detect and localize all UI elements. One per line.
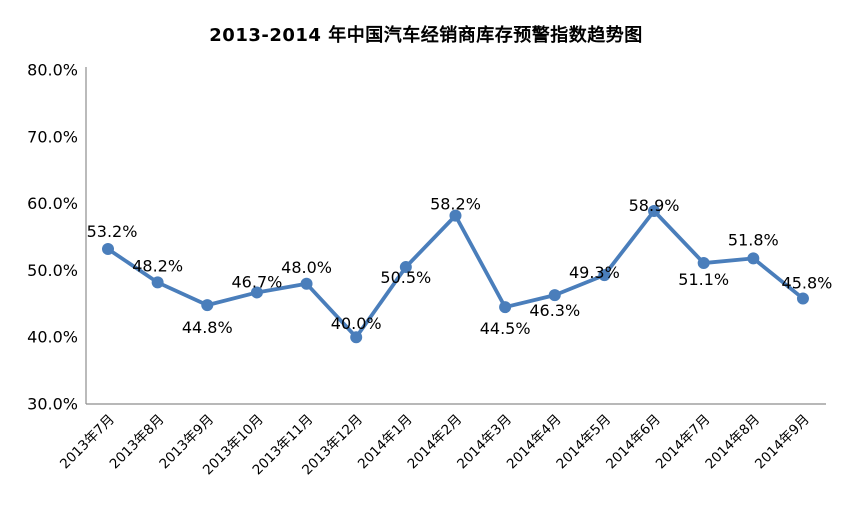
data-label: 46.3%	[529, 301, 580, 320]
data-point	[151, 276, 164, 289]
data-point	[648, 204, 661, 217]
x-axis-tick-label: 2014年9月	[752, 412, 813, 473]
y-axis-tick-label: 70.0%	[27, 127, 78, 146]
data-point	[250, 286, 263, 299]
y-axis-tick-label: 80.0%	[27, 61, 78, 80]
data-label: 53.2%	[87, 222, 138, 241]
data-label: 44.8%	[182, 318, 233, 337]
data-point	[548, 289, 561, 302]
data-label: 50.5%	[380, 268, 431, 287]
data-label: 58.2%	[430, 195, 481, 214]
data-label: 45.8%	[782, 273, 833, 292]
data-label: 44.5%	[480, 319, 531, 338]
data-point	[747, 252, 760, 265]
chart-title: 2013-2014 年中国汽车经销商库存预警指数趋势图	[209, 25, 643, 46]
data-label: 51.1%	[678, 270, 729, 289]
data-label: 48.0%	[281, 258, 332, 277]
data-point	[598, 269, 611, 282]
data-point	[796, 292, 809, 305]
data-label: 51.8%	[728, 230, 779, 249]
data-point	[499, 301, 512, 314]
data-point	[399, 261, 412, 274]
data-label: 40.0%	[331, 314, 382, 333]
y-axis-tick-label: 60.0%	[27, 194, 78, 213]
data-point	[350, 331, 363, 344]
data-point	[449, 209, 462, 222]
data-point	[697, 257, 710, 270]
data-label: 49.3%	[569, 263, 620, 282]
y-axis-tick-label: 50.0%	[27, 261, 78, 280]
y-axis-tick-label: 40.0%	[27, 328, 78, 347]
y-axis-tick-label: 30.0%	[27, 395, 78, 414]
data-point	[300, 277, 313, 290]
data-label: 58.9%	[629, 196, 680, 215]
data-label: 48.2%	[132, 256, 183, 275]
data-label: 46.7%	[232, 272, 283, 291]
data-point	[102, 243, 114, 256]
data-point	[201, 299, 214, 312]
